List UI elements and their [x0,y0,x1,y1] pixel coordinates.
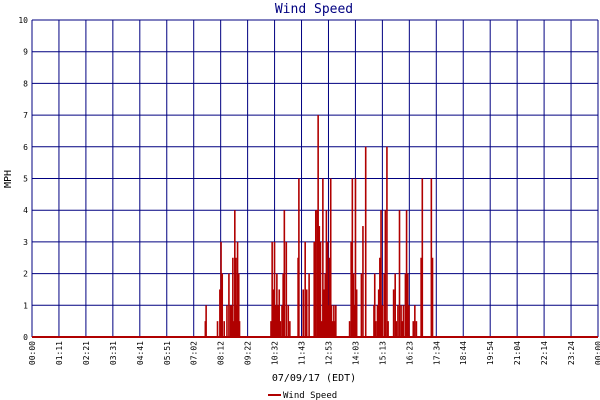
x-axis-label: 07/09/17 (EDT) [272,373,356,384]
y-tick-label: 6 [23,143,28,152]
x-tick-label: 01:11 [55,341,64,365]
x-tick-label: 23:24 [567,341,576,365]
x-tick-label: 07:02 [190,341,199,365]
y-axis-label: MPH [3,170,14,188]
legend: Wind Speed [268,391,337,400]
x-tick-label: 02:21 [82,341,91,365]
y-tick-label: 9 [23,48,28,57]
y-axis-ticks: 0 1 2 3 4 5 6 7 8 9 10 [18,16,28,342]
y-tick-label: 10 [18,16,28,25]
x-tick-label: 03:31 [109,341,118,365]
x-tick-label: 04:41 [136,341,145,365]
x-tick-label: 22:14 [540,341,549,365]
chart-title: Wind Speed [275,2,353,17]
x-tick-label: 08:12 [217,341,226,365]
x-tick-label: 11:43 [298,341,307,365]
legend-label: Wind Speed [283,391,337,400]
y-tick-label: 4 [23,206,28,215]
x-tick-label: 10:32 [271,341,280,365]
x-axis-ticks: 00:00 01:11 02:21 03:31 04:41 05:51 07:02 08:12… [28,341,600,365]
x-tick-label: 09:22 [244,341,253,365]
x-tick-label: 16:23 [405,341,414,365]
x-tick-label: 18:44 [459,341,468,365]
x-tick-label: 21:04 [513,341,522,365]
series-bars [204,115,434,337]
y-tick-label: 5 [23,175,28,184]
x-tick-label: 17:34 [432,341,441,365]
y-tick-label: 7 [23,111,28,120]
y-tick-label: 2 [23,270,28,279]
y-tick-label: 3 [23,238,28,247]
x-tick-label: 00:00 [28,341,37,365]
y-tick-label: 1 [23,301,28,310]
x-tick-label: 05:51 [163,341,172,365]
x-tick-label: 00:00 [594,341,600,365]
x-tick-label: 12:53 [324,341,333,365]
y-tick-label: 8 [23,79,28,88]
x-tick-label: 15:13 [378,341,387,365]
y-tick-label: 0 [23,333,28,342]
x-tick-label: 14:03 [351,341,360,365]
grid [31,19,599,338]
x-tick-label: 19:54 [486,341,495,365]
